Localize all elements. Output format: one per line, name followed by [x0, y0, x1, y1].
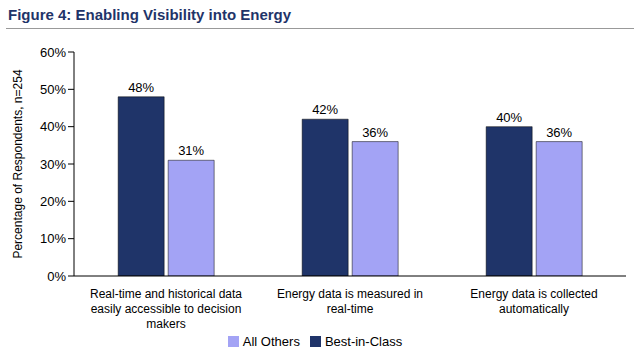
svg-text:42%: 42%	[312, 102, 338, 117]
svg-text:36%: 36%	[362, 125, 388, 140]
svg-text:Percentage of Respondents, n=2: Percentage of Respondents, n=254	[11, 69, 25, 258]
svg-text:30%: 30%	[40, 157, 66, 172]
svg-text:60%: 60%	[40, 45, 66, 60]
svg-text:Real-time and historical data: Real-time and historical data	[90, 287, 242, 301]
svg-text:48%: 48%	[128, 80, 154, 95]
svg-text:40%: 40%	[40, 119, 66, 134]
svg-text:20%: 20%	[40, 194, 66, 209]
svg-text:easily accessible to decision: easily accessible to decision	[91, 302, 242, 316]
svg-text:Energy data is collected: Energy data is collected	[470, 287, 597, 301]
html-text:Figure 4: Enabling Visibility: Figure 4: Enabling Visibility into Energ…	[8, 6, 292, 23]
svg-text:real-time: real-time	[327, 302, 374, 316]
html-text:All Others: All Others	[242, 334, 300, 349]
svg-text:31%: 31%	[178, 143, 204, 158]
svg-text:makers: makers	[146, 317, 185, 331]
svg-text:36%: 36%	[546, 125, 572, 140]
svg-text:automatically: automatically	[499, 302, 569, 316]
html-text:Best-in-Class: Best-in-Class	[324, 334, 403, 349]
svg-text:50%: 50%	[40, 82, 66, 97]
svg-text:0%: 0%	[47, 269, 66, 284]
svg-text:10%: 10%	[40, 231, 66, 246]
svg-text:40%: 40%	[496, 110, 522, 125]
svg-text:Energy data is measured in: Energy data is measured in	[277, 287, 423, 301]
